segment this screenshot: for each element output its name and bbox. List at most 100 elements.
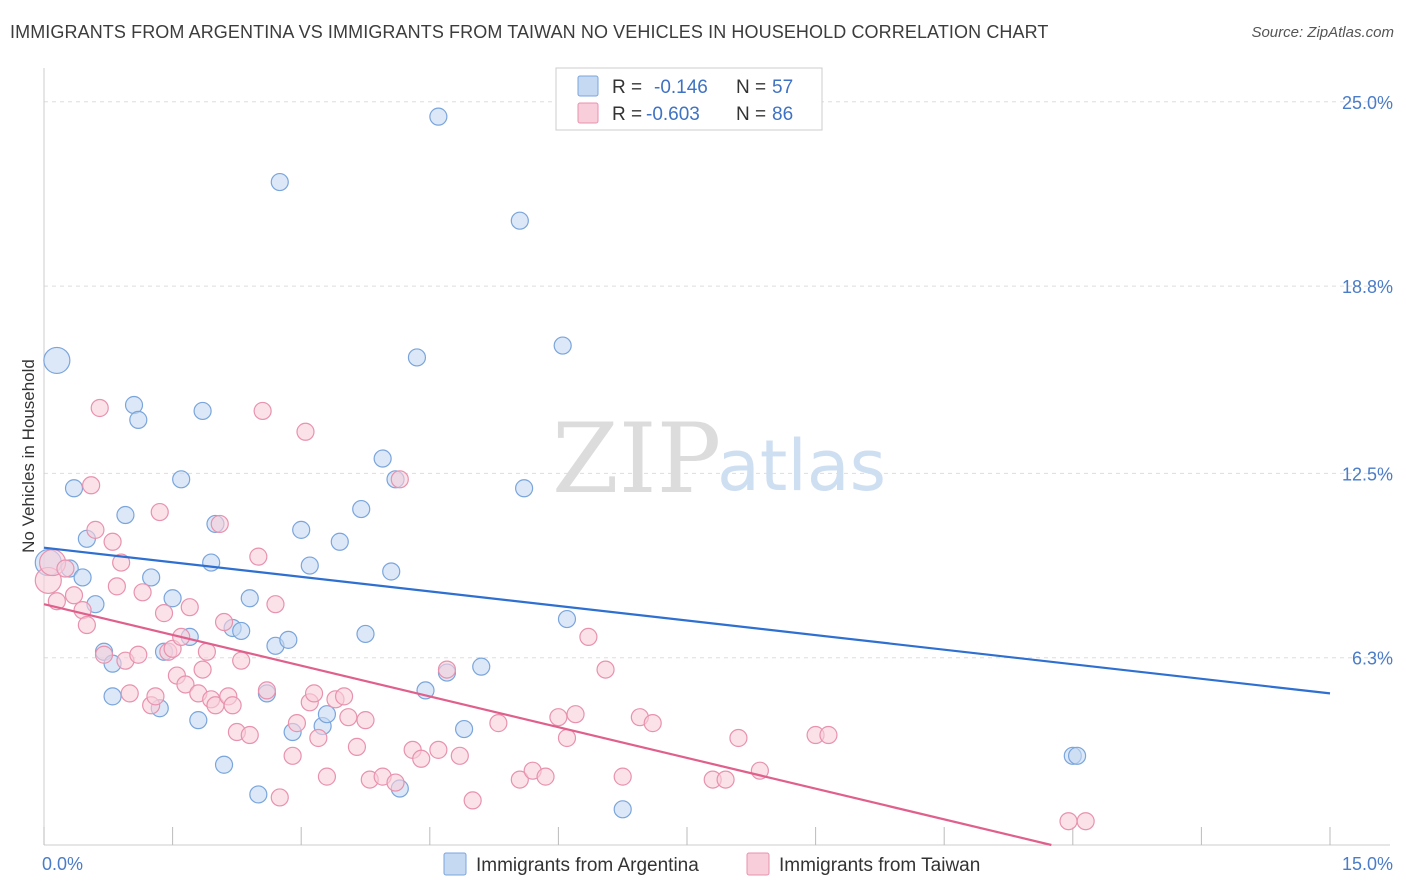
trend-line-taiwan (43, 603, 1052, 847)
point-taiwan-10 (94, 645, 114, 664)
point-taiwan-43 (266, 595, 285, 614)
point-taiwan-78 (643, 714, 662, 733)
point-taiwan-45 (283, 746, 302, 765)
point-taiwan-38 (232, 651, 251, 670)
point-taiwan-50 (309, 728, 328, 748)
series-legend-label-taiwan: Immigrants from Taiwan (779, 855, 980, 876)
point-taiwan-27 (180, 598, 199, 617)
point-taiwan-26 (176, 675, 195, 694)
point-argentina-13 (142, 568, 161, 587)
point-taiwan-86 (1076, 812, 1095, 831)
source-credit: Source: ZipAtlas.com (1251, 24, 1394, 41)
point-taiwan-11 (103, 532, 122, 551)
point-argentina-38 (352, 499, 371, 519)
legend-swatch-argentina (577, 75, 599, 97)
watermark: ZIP atlas (552, 403, 886, 515)
trend-lines (43, 546, 1331, 847)
legend-r-label-argentina: R = (612, 77, 642, 98)
point-taiwan-36 (223, 696, 242, 715)
point-argentina-20 (193, 401, 212, 421)
point-argentina-9 (103, 687, 122, 706)
series-legend-label-argentina: Immigrants from Argentina (476, 855, 699, 876)
point-taiwan-21 (154, 604, 174, 623)
point-taiwan-76 (613, 767, 632, 786)
legend-swatch-taiwan (577, 102, 599, 124)
point-taiwan-29 (193, 660, 212, 679)
watermark-zip: ZIP (552, 403, 721, 515)
legend-n-value-taiwan: 86 (772, 104, 793, 125)
point-argentina-50 (510, 211, 529, 230)
legend-n-label-argentina: N = (736, 77, 766, 98)
point-argentina-23 (214, 755, 234, 774)
point-taiwan-53 (334, 687, 354, 706)
point-taiwan-17 (133, 583, 152, 602)
point-taiwan-40 (249, 547, 268, 566)
point-taiwan-12 (107, 577, 126, 596)
point-taiwan-72 (557, 728, 577, 748)
point-taiwan-85 (1059, 812, 1078, 831)
point-argentina-17 (172, 470, 191, 489)
x-tick-label-0: 0.0% (42, 854, 83, 874)
point-taiwan-39 (240, 725, 259, 745)
point-taiwan-6 (77, 615, 96, 635)
point-taiwan-73 (566, 705, 585, 724)
point-argentina-53 (557, 609, 577, 629)
y-tick-label-0: 6.3% (1352, 649, 1393, 669)
point-taiwan-4 (64, 586, 84, 605)
legend-r-value-taiwan: -0.603 (646, 104, 700, 125)
point-argentina-4 (73, 568, 92, 587)
legend-n-label-taiwan: N = (736, 104, 766, 125)
point-taiwan-54 (339, 708, 358, 727)
point-argentina-37 (330, 532, 349, 551)
point-argentina-16 (163, 589, 182, 608)
point-taiwan-75 (596, 660, 615, 679)
stats-legend-box (555, 67, 823, 131)
point-taiwan-19 (146, 687, 165, 706)
point-argentina-34 (300, 556, 319, 575)
point-argentina-48 (454, 719, 474, 739)
point-argentina-27 (249, 785, 268, 804)
point-argentina-25 (232, 621, 251, 641)
series-legend-swatch-taiwan (746, 852, 770, 876)
point-taiwan-46 (287, 714, 307, 733)
x-tick-label-1: 15.0% (1342, 854, 1393, 874)
point-taiwan-16 (129, 645, 148, 664)
point-argentina-40 (373, 449, 392, 468)
y-tick-label-2: 18.8% (1342, 277, 1393, 297)
legend-r-value-argentina: -0.146 (654, 77, 708, 98)
y-axis-label: No Vehicles in Household (19, 359, 38, 553)
point-taiwan-47 (296, 422, 315, 441)
y-tick-label-1: 12.5% (1342, 464, 1393, 484)
point-taiwan-62 (412, 749, 431, 768)
point-argentina-19 (189, 711, 208, 730)
point-taiwan-34 (214, 612, 234, 632)
point-argentina-56 (1067, 746, 1087, 765)
point-taiwan-68 (510, 770, 529, 789)
series-legend-swatch-argentina (443, 852, 467, 876)
point-argentina-54 (613, 800, 632, 819)
chart-title: IMMIGRANTS FROM ARGENTINA VS IMMIGRANTS … (10, 22, 1049, 42)
point-taiwan-70 (536, 767, 555, 786)
point-taiwan-41 (253, 401, 272, 421)
point-argentina-21 (202, 553, 221, 572)
point-taiwan-30 (197, 642, 216, 661)
point-argentina-36 (317, 705, 337, 724)
trend-line-argentina (43, 546, 1331, 695)
point-argentina-30 (270, 172, 289, 192)
data-points (34, 107, 1095, 831)
point-argentina-52 (553, 336, 572, 355)
legend-r-label-taiwan: R = (612, 104, 642, 125)
point-taiwan-64 (437, 660, 457, 679)
point-taiwan-59 (386, 773, 405, 792)
point-taiwan-55 (347, 737, 367, 756)
x-tick-labels: 0.0% 15.0% (42, 854, 1393, 874)
legend-n-value-argentina: 57 (772, 77, 793, 98)
point-argentina-0 (43, 346, 71, 375)
point-argentina-46 (429, 107, 448, 126)
point-taiwan-42 (257, 681, 277, 700)
point-taiwan-66 (463, 791, 482, 810)
point-taiwan-8 (86, 520, 105, 539)
point-argentina-41 (382, 562, 401, 581)
point-argentina-26 (240, 589, 259, 608)
